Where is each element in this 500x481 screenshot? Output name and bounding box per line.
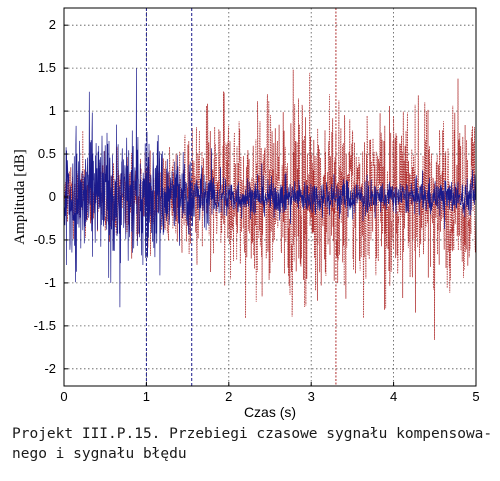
y-axis-label: Amplituda [dB]: [12, 149, 28, 244]
y-tick-label: -0.5: [34, 232, 56, 247]
x-tick-label: 3: [308, 389, 315, 404]
plot-area: [63, 8, 477, 386]
y-tick-label: 1.5: [38, 60, 56, 75]
y-tick-label: -2: [44, 361, 56, 376]
series-line-2: [64, 68, 476, 308]
chart: 0 1 2 3 4 5 -2 -1.5 -1 -0.5 0 0.5 1 1.5 2 Czas (s) Amp…: [12, 7, 480, 420]
caption-line-1: Projekt III.P.15. Przebiegi czasowe sygn…: [12, 426, 493, 442]
y-tick-label: 0.5: [38, 146, 56, 161]
x-tick-label: 4: [390, 389, 397, 404]
y-tick-label: 0: [49, 189, 56, 204]
y-tick-label: 1: [49, 103, 56, 118]
x-tick-label: 1: [143, 389, 150, 404]
series-group: [64, 8, 476, 386]
x-tick-label: 5: [472, 389, 479, 404]
figure-caption: Projekt III.P.15. Przebiegi czasowe sygn…: [12, 424, 496, 464]
y-tick-label: -1: [44, 275, 56, 290]
x-tick-label: 2: [225, 389, 232, 404]
x-axis-label: Czas (s): [244, 404, 296, 420]
y-tick-label: 2: [49, 17, 56, 32]
y-tick-label: -1.5: [34, 318, 56, 333]
caption-line-2: nego i sygnału błędu: [12, 446, 187, 462]
axes: 0 1 2 3 4 5 -2 -1.5 -1 -0.5 0 0.5 1 1.5 2: [34, 7, 480, 404]
x-tick-label: 0: [60, 389, 67, 404]
